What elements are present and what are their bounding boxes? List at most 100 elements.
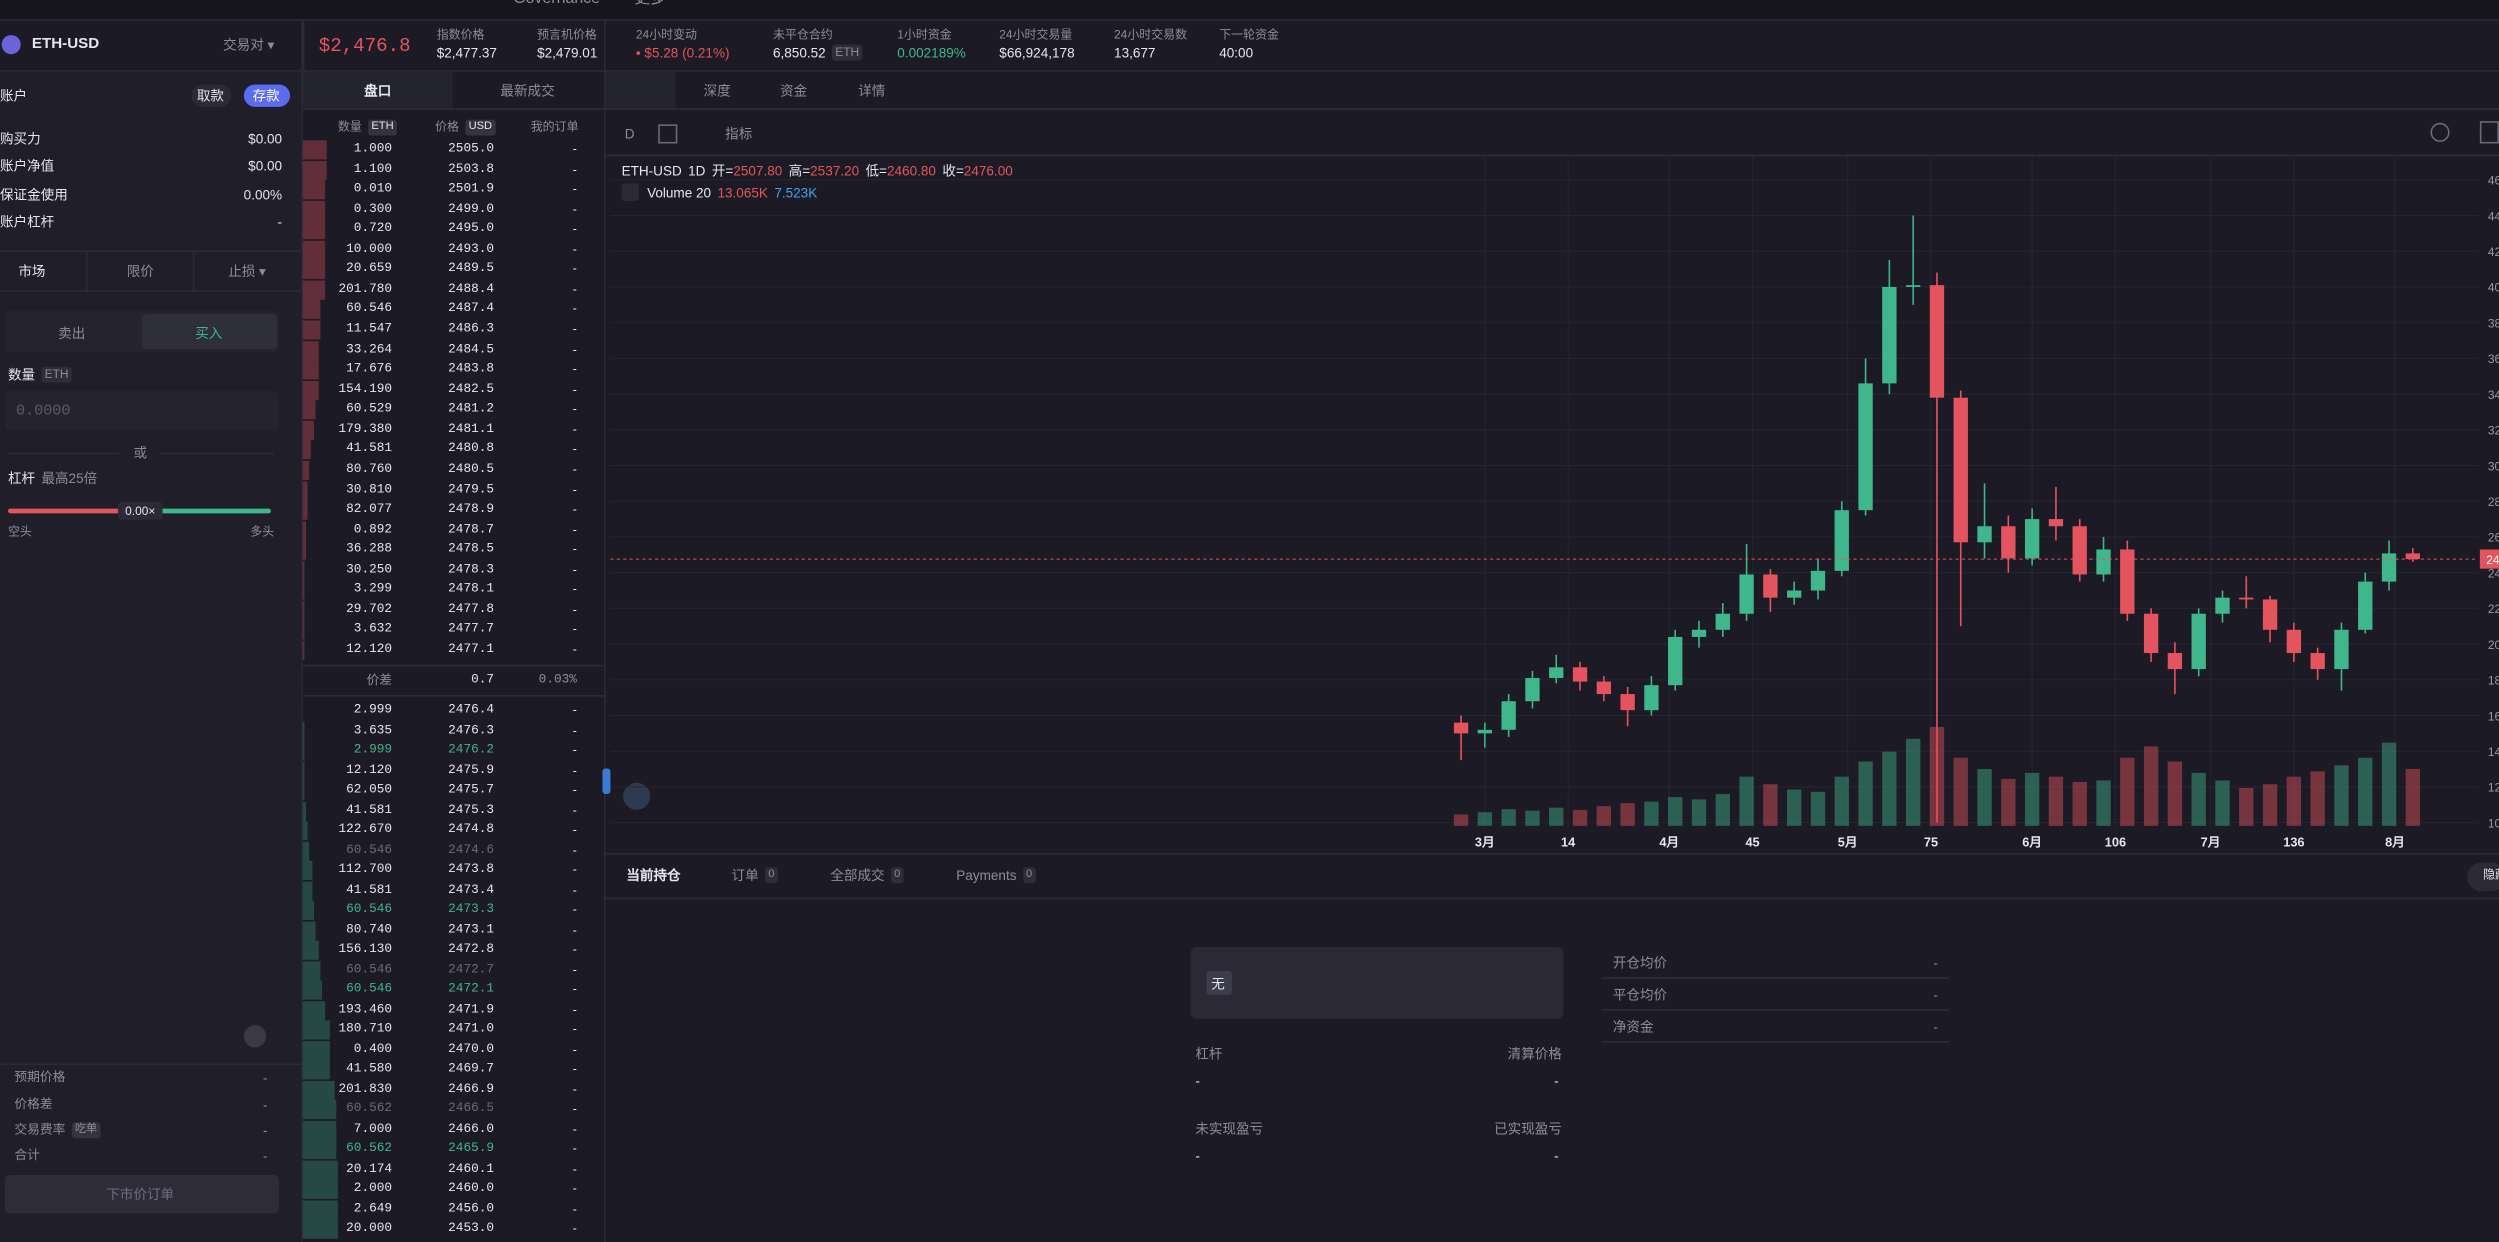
settings[interactable]: [2430, 122, 2450, 142]
summary-label: 预期价格: [14, 1069, 66, 1085]
y-tick-label: 2600: [2488, 531, 2499, 545]
bid-size: 80.740: [346, 922, 393, 937]
divider: [604, 20, 606, 1242]
bid-mine: -: [572, 1161, 577, 1176]
account-value: $0.00: [248, 130, 283, 147]
candle-body: [1882, 286, 1897, 384]
bid-size: 60.562: [346, 1141, 393, 1156]
volume-bar: [2215, 780, 2230, 826]
x-tick-label: 136: [2283, 835, 2304, 850]
size-placeholder: 0.0000: [15, 401, 71, 420]
ask-mine: -: [572, 181, 577, 197]
chart-tab[interactable]: 详情: [858, 82, 886, 99]
candle-body: [1834, 510, 1849, 571]
bid-price: 2476.3: [448, 723, 495, 738]
ask-size: 41.581: [346, 442, 393, 457]
bid-size: 2.999: [353, 703, 393, 718]
deposit[interactable]: 存款: [252, 87, 280, 104]
book-tab[interactable]: 盘口: [364, 82, 392, 99]
leverage-knob[interactable]: [117, 502, 163, 520]
volume-bar: [1905, 738, 1921, 826]
book-tab[interactable]: 最新成交: [500, 82, 555, 99]
deposit-button[interactable]: [243, 84, 291, 107]
bid-depth: [302, 920, 316, 940]
interval[interactable]: D: [624, 125, 635, 142]
ask-mine: -: [572, 462, 577, 477]
bid-size: 2.649: [353, 1201, 393, 1216]
book-header: 价格 USD: [435, 119, 496, 136]
position-tab[interactable]: Payments: [956, 867, 1017, 884]
divider: [0, 1063, 302, 1065]
stat-value: $2,479.01: [537, 45, 597, 61]
chart-handle[interactable]: [602, 768, 611, 794]
empty-badge: [1206, 970, 1232, 995]
ask-mine: -: [572, 582, 577, 597]
bid-mine: -: [572, 1221, 577, 1236]
candle-body: [2167, 653, 2183, 670]
submit[interactable]: 下市价订单: [106, 1186, 175, 1203]
withdraw-button[interactable]: [191, 84, 232, 107]
withdraw[interactable]: 取款: [196, 87, 224, 104]
ask-price: 2484.5: [448, 342, 495, 357]
chart-tab[interactable]: 资金: [780, 82, 808, 99]
bid-price: 2472.8: [448, 942, 495, 957]
or-label: 或: [133, 444, 148, 461]
submit-button[interactable]: [4, 1174, 279, 1214]
nav-item[interactable]: Governance: [513, 0, 600, 8]
stat-label: 未平仓合约: [772, 27, 833, 42]
bid-price: 2460.1: [448, 1161, 495, 1176]
candle-icon[interactable]: [658, 124, 678, 144]
y-tick-label: 1600: [2488, 709, 2499, 723]
nav-item[interactable]: 更多: [634, 0, 666, 8]
candle-body: [1739, 574, 1754, 614]
bid-size: 41.580: [346, 1061, 393, 1077]
stat-unit: ETH: [832, 44, 863, 61]
summary-value: -: [262, 1147, 268, 1164]
summary-label: 合计: [14, 1147, 40, 1163]
sell-tab[interactable]: 卖出: [58, 325, 86, 342]
bid-depth: [302, 1000, 326, 1020]
volume-value: 13.065K: [717, 184, 768, 201]
volume-bar: [1810, 791, 1826, 826]
field-label: 清算价格: [1507, 1045, 1562, 1062]
ask-size: 154.190: [338, 382, 393, 397]
ohlc: 收=2476.00: [942, 163, 1012, 179]
chart-tab[interactable]: 深度: [703, 82, 731, 99]
ask-price: 2487.4: [448, 302, 495, 317]
position-tab[interactable]: 订单: [731, 867, 759, 884]
y-tick-label: 1200: [2488, 781, 2499, 795]
bid-mine: -: [572, 842, 577, 857]
bid-mine: -: [572, 1041, 577, 1057]
candle-body: [2358, 581, 2373, 630]
collapse-volume[interactable]: [621, 183, 640, 201]
y-tick-label: 2400: [2488, 566, 2499, 580]
ask-depth: [302, 380, 319, 400]
bid-price: 2456.0: [448, 1201, 495, 1216]
ask-price: 2480.8: [448, 442, 495, 457]
divider: [0, 250, 302, 252]
indicators[interactable]: 指标: [725, 125, 753, 142]
fullscreen[interactable]: [2479, 121, 2499, 144]
divider: [1601, 1041, 1950, 1043]
position-tab[interactable]: 全部成交: [830, 867, 885, 884]
ask-depth: [302, 460, 310, 480]
ask-price: 2478.7: [448, 522, 495, 537]
ohlc: 低=2460.80: [866, 163, 936, 179]
hide-button[interactable]: [2467, 862, 2499, 892]
ask-mine: -: [572, 201, 577, 217]
order-type-tab[interactable]: 限价: [126, 263, 154, 280]
mark-price: $2,476.8: [318, 35, 411, 58]
bid-price: 2476.4: [448, 703, 495, 718]
ask-size: 1.000: [353, 141, 393, 157]
order-type-tab[interactable]: 止损 ▾: [228, 263, 266, 280]
bid-price: 2460.0: [448, 1181, 495, 1196]
order-type-tab[interactable]: 市场: [18, 263, 46, 280]
bid-size: 62.050: [346, 782, 393, 798]
buy-tab[interactable]: 买入: [195, 325, 223, 342]
x-tick-label: 8月: [2385, 835, 2405, 850]
hide[interactable]: 隐藏: [2483, 867, 2499, 882]
pair-selector[interactable]: 交易对 ▾: [223, 36, 275, 53]
position-tab[interactable]: 当前持仓: [626, 867, 681, 884]
size-input[interactable]: [4, 390, 279, 431]
